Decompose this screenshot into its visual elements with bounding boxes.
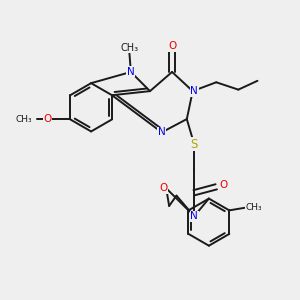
Text: N: N	[158, 127, 166, 137]
Text: N: N	[127, 67, 135, 77]
Text: S: S	[190, 138, 198, 151]
Text: O: O	[159, 183, 167, 193]
Text: O: O	[44, 114, 52, 124]
Text: CH₃: CH₃	[120, 43, 139, 53]
Text: O: O	[168, 41, 176, 51]
Text: N: N	[127, 67, 135, 77]
Text: N: N	[190, 211, 198, 221]
Text: O: O	[168, 41, 176, 51]
Text: CH₃: CH₃	[245, 203, 262, 212]
Text: N: N	[190, 211, 198, 221]
Text: N: N	[190, 86, 198, 96]
Text: O: O	[220, 180, 228, 190]
Text: O: O	[159, 183, 167, 193]
Text: N: N	[127, 67, 135, 77]
Text: N: N	[158, 127, 166, 137]
Text: N: N	[190, 86, 198, 96]
Text: CH₃: CH₃	[16, 115, 32, 124]
Text: O: O	[220, 180, 228, 190]
Text: S: S	[190, 138, 198, 151]
